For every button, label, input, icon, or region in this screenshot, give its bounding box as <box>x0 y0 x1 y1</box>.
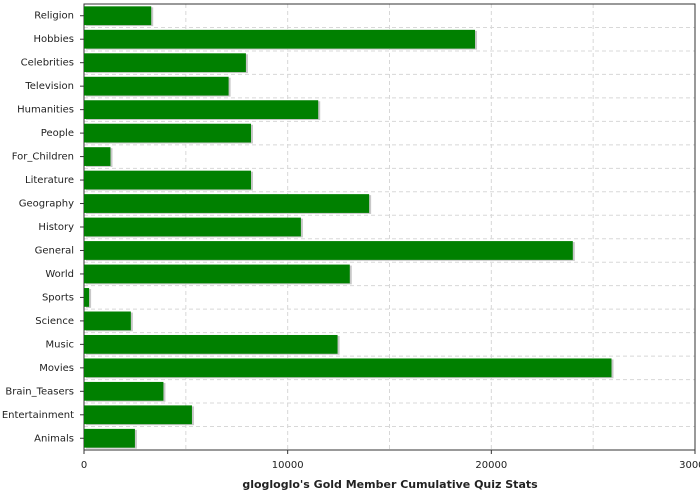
y-tick-label: Celebrities <box>21 58 74 69</box>
y-tick-label: Movies <box>39 363 74 374</box>
y-tick-label: Brain_Teasers <box>5 386 74 397</box>
y-tick-label: Entertainment <box>2 410 74 421</box>
y-tick-label: World <box>45 269 74 280</box>
bar <box>84 53 246 73</box>
x-tick-label: 30000 <box>679 460 700 471</box>
y-tick-label: Animals <box>34 433 74 444</box>
y-tick-label: Sports <box>42 292 74 303</box>
y-tick-label: Religion <box>34 11 74 22</box>
x-tick-label: 10000 <box>272 460 304 471</box>
bar <box>84 217 301 237</box>
bar <box>84 100 319 120</box>
x-tick-label: 20000 <box>475 460 507 471</box>
bar <box>84 6 152 26</box>
y-tick-label: Humanities <box>17 105 74 116</box>
y-tick-label: General <box>35 245 74 256</box>
bar <box>84 170 252 190</box>
bar <box>84 288 90 307</box>
y-tick-label: Literature <box>25 175 74 186</box>
y-tick-label: Television <box>24 81 74 92</box>
y-tick-label: For_Children <box>12 152 74 163</box>
bar <box>84 264 350 284</box>
bar <box>84 147 111 166</box>
y-tick-label: Science <box>35 316 74 327</box>
bar <box>84 311 131 331</box>
bar <box>84 194 370 213</box>
bar <box>84 405 192 425</box>
y-tick-label: Geography <box>19 199 74 210</box>
x-tick-label: 0 <box>81 460 87 471</box>
bar <box>84 241 573 260</box>
y-tick-label: Hobbies <box>34 34 74 45</box>
bar <box>84 29 476 49</box>
y-tick-label: History <box>38 222 74 233</box>
bar <box>84 123 252 143</box>
y-tick-label: People <box>41 128 74 139</box>
x-axis-label: glogloglo's Gold Member Cumulative Quiz … <box>242 478 538 491</box>
y-tick-label: Music <box>46 339 74 350</box>
bar <box>84 428 135 448</box>
bar <box>84 358 612 378</box>
bar <box>84 381 164 401</box>
bar <box>84 76 229 96</box>
bar <box>84 334 338 354</box>
